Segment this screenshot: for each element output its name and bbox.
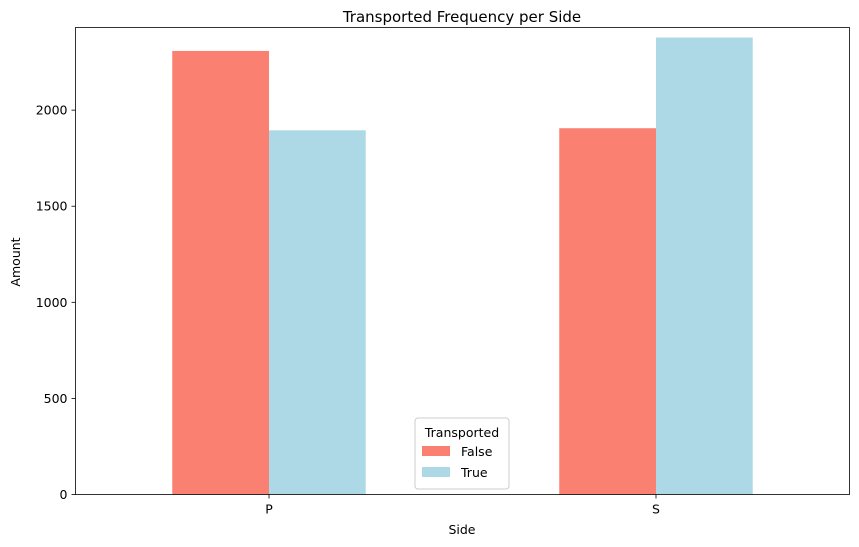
legend-title: Transported — [424, 425, 499, 440]
legend-label-true: True — [460, 465, 488, 480]
legend-swatch-false — [422, 446, 450, 456]
legend-items: False True — [422, 444, 493, 480]
chart-title: Transported Frequency per Side — [342, 8, 581, 26]
x-tick-label: P — [265, 502, 273, 517]
y-axis-ticks: 0 500 1000 1500 2000 — [36, 103, 76, 502]
legend-label-false: False — [461, 444, 493, 459]
plot-frame — [75, 27, 850, 495]
y-tick-label: 1500 — [36, 199, 68, 214]
y-tick-label: 0 — [60, 487, 68, 502]
x-tick-label: S — [652, 502, 660, 517]
bar-s-true — [656, 37, 753, 495]
y-tick-label: 500 — [44, 391, 68, 406]
bars-group — [172, 37, 753, 495]
y-tick-label: 2000 — [36, 103, 68, 118]
bar-p-false — [172, 50, 269, 495]
bar-p-true — [269, 130, 366, 495]
y-tick-label: 1000 — [36, 295, 68, 310]
legend: Transported False True — [414, 417, 510, 490]
legend-swatch-true — [422, 467, 450, 477]
bar-s-false — [559, 128, 656, 495]
x-axis-label: Side — [448, 522, 475, 537]
y-axis-label: Amount — [8, 237, 23, 286]
